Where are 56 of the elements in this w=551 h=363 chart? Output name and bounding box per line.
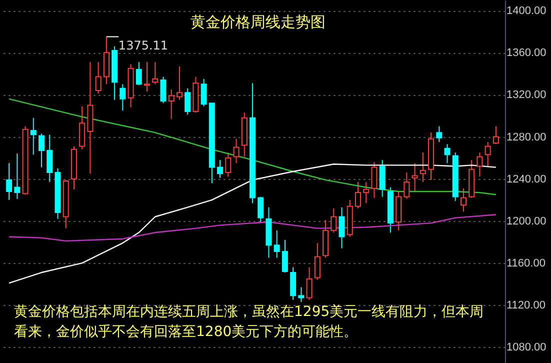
candlestick: [492, 126, 499, 145]
candlestick: [290, 266, 296, 300]
candlestick: [38, 133, 45, 168]
candlestick: [120, 84, 126, 111]
candlestick: [420, 152, 426, 183]
candlestick: [371, 162, 378, 198]
candlestick: [14, 153, 20, 200]
annotation: 黄金价格包括本周在内连续五周上涨，虽然在1295美元一线有阻力，但本周看来，金价似乎不会有回落至1280美元下方的可能性。: [14, 304, 484, 340]
y-tick-label: 1120.00: [506, 300, 546, 312]
candlestick: [95, 62, 102, 94]
candlestick: [404, 172, 410, 200]
y-tick-label: 1200.00: [506, 215, 546, 228]
candlestick: [258, 196, 264, 223]
candlestick: [79, 106, 86, 150]
y-tick-label: 1360.00: [506, 47, 546, 60]
candlestick: [152, 62, 158, 85]
candlestick: [136, 62, 142, 86]
line-series: [8, 214, 497, 242]
candlestick: [144, 62, 150, 92]
y-tick-label: 1160.00: [506, 258, 546, 270]
candlestick: [354, 182, 361, 209]
candlestick: [363, 182, 370, 204]
y-tick-label: 1240.00: [506, 173, 546, 186]
y-tick-label: 1080.00: [506, 342, 546, 354]
y-tick-label: 1320.00: [506, 89, 546, 102]
y-tick-label: 1400.00: [506, 5, 546, 18]
candlestick: [225, 152, 232, 178]
candlestick: [30, 117, 36, 156]
candlestick: [379, 159, 386, 198]
candlestick: [298, 286, 304, 302]
line-series: [8, 164, 497, 284]
candlestick: [176, 66, 182, 100]
candlestick: [184, 88, 191, 116]
candlestick: [338, 206, 345, 249]
candlestick: [160, 76, 166, 104]
candlestick: [330, 208, 337, 234]
annotation: 1375.11: [118, 38, 168, 53]
candlestick: [168, 88, 174, 120]
y-tick-label: 1280.00: [506, 131, 546, 144]
candlestick: [460, 188, 466, 212]
candlestick: [233, 138, 240, 164]
candlestick: [436, 126, 442, 143]
candlestick: [444, 144, 450, 164]
candlestick: [6, 162, 12, 200]
line-series: [8, 98, 497, 196]
candlestick: [412, 162, 418, 192]
candlestick: [46, 134, 53, 183]
candlestick: [282, 239, 288, 274]
candlestick: [306, 266, 312, 300]
candlestick: [314, 242, 320, 280]
candlestick: [484, 142, 491, 167]
candlestick: [274, 230, 280, 258]
candlestick: [476, 152, 483, 178]
text: 黄金价格周线走势图: [190, 13, 326, 31]
candlestick: [217, 159, 224, 178]
candlestick: [200, 78, 207, 107]
